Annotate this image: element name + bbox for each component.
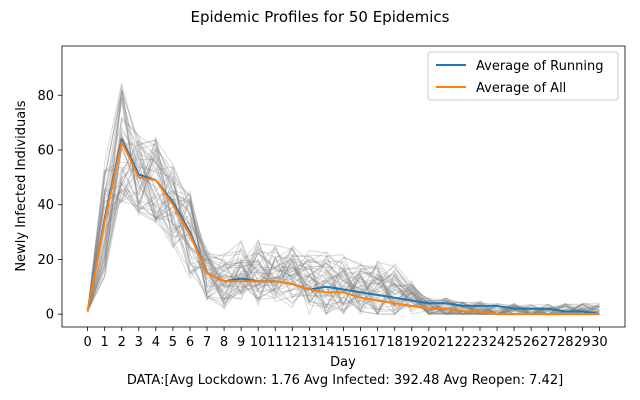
x-tick-label: 30 [591, 335, 608, 350]
x-tick-label: 15 [335, 335, 352, 350]
legend-box [427, 51, 619, 101]
x-tick-label: 11 [267, 335, 284, 350]
x-axis-label: Day [330, 355, 356, 370]
x-tick-label: 6 [186, 335, 194, 350]
epidemic-curve [87, 159, 600, 315]
epidemic-curve [87, 186, 600, 315]
y-tick-label: 0 [46, 308, 54, 323]
epidemic-curve [87, 91, 600, 315]
epidemic-curve [87, 145, 600, 315]
x-tick-label: 26 [523, 335, 540, 350]
x-tick-label: 23 [472, 335, 489, 350]
epidemic-curve [87, 147, 600, 315]
legend: Average of Running Average of All [427, 51, 619, 101]
y-tick-label: 60 [37, 143, 54, 158]
epidemic-curve [87, 139, 600, 315]
epidemic-curve [87, 115, 600, 315]
x-tick-label: 10 [250, 335, 267, 350]
average-lines [86, 138, 600, 316]
epidemic-curve [87, 143, 600, 316]
x-tick-label: 19 [403, 335, 420, 350]
legend-label-running: Average of Running [476, 59, 603, 74]
footer-note: DATA:[Avg Lockdown: 1.76 Avg Infected: 3… [127, 373, 563, 388]
x-tick-label: 27 [540, 335, 557, 350]
x-tick-label: 14 [318, 335, 335, 350]
x-tick-label: 8 [220, 335, 228, 350]
x-tick-label: 28 [557, 335, 574, 350]
epidemic-curve [87, 133, 600, 315]
x-tick-label: 21 [438, 335, 455, 350]
x-tick-label: 3 [135, 335, 143, 350]
epidemic-curve [87, 146, 600, 315]
epidemic-curve [87, 164, 600, 315]
epidemic-curve [87, 141, 600, 315]
epidemic-curve [87, 136, 600, 315]
epidemic-curve [87, 191, 600, 315]
x-tick-label: 1 [101, 335, 109, 350]
x-tick-label: 24 [489, 335, 506, 350]
x-tick-label: 12 [284, 335, 301, 350]
x-tick-label: 25 [506, 335, 523, 350]
x-tick-label: 18 [386, 335, 403, 350]
epidemic-curve [87, 117, 600, 316]
y-tick-label: 20 [37, 253, 54, 268]
x-tick-label: 2 [118, 335, 126, 350]
y-axis-label: Newly Infected Individuals [14, 100, 29, 271]
x-tick-label: 9 [237, 335, 245, 350]
chart-title: Epidemic Profiles for 50 Epidemics [191, 8, 450, 26]
x-tick-label: 5 [169, 335, 177, 350]
x-tick-label: 7 [203, 335, 211, 350]
epidemic-curve [87, 85, 600, 316]
x-tick-label: 16 [352, 335, 369, 350]
x-tick-label: 29 [574, 335, 591, 350]
epidemic-curve [87, 97, 600, 315]
epidemic-curve [87, 175, 600, 315]
legend-label-all: Average of All [476, 81, 566, 96]
x-tick-label: 0 [83, 335, 91, 350]
x-tick-label: 17 [369, 335, 386, 350]
x-tick-label: 22 [455, 335, 472, 350]
x-tick-label: 20 [421, 335, 438, 350]
x-tick-label: 4 [152, 335, 160, 350]
epidemic-curve [87, 135, 600, 315]
y-axis-ticks: 0 20 40 60 80 [37, 89, 62, 323]
epidemic-curve [87, 190, 600, 315]
epidemic-curve [87, 157, 600, 315]
epidemic-curve [87, 148, 600, 315]
epidemic-curve [87, 152, 600, 315]
y-tick-label: 80 [37, 89, 54, 104]
y-tick-label: 40 [37, 198, 54, 213]
x-axis-ticks: 0 1 2 3 4 5 6 7 8 9 10 11 12 13 14 15 16 17 18 19 20 21 22 23 24… [83, 327, 608, 350]
x-tick-label: 13 [301, 335, 318, 350]
